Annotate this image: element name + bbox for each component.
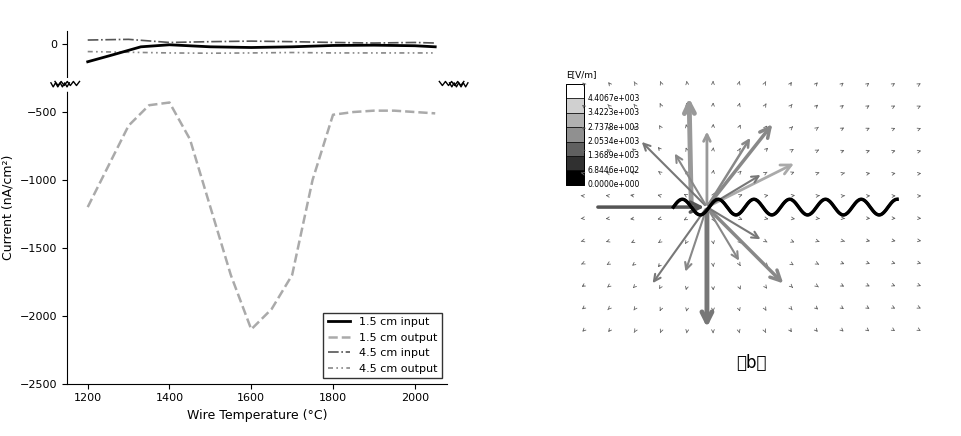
- 1.5 cm input: [328, 43, 339, 48]
- Bar: [566, 99, 584, 113]
- 4.5 cm output: [286, 50, 298, 55]
- 1.5 cm output: [409, 109, 421, 115]
- 4.5 cm input: [409, 40, 421, 45]
- Text: （b）: （b）: [736, 354, 767, 372]
- Text: 2.0534e+003: 2.0534e+003: [587, 137, 639, 146]
- 4.5 cm input: [430, 41, 441, 46]
- Bar: [450, 75, 482, 92]
- 1.5 cm output: [205, 204, 216, 210]
- Legend: 1.5 cm input, 1.5 cm output, 4.5 cm input, 4.5 cm output: 1.5 cm input, 1.5 cm output, 4.5 cm inpu…: [324, 313, 442, 378]
- 1.5 cm output: [82, 204, 93, 210]
- 1.5 cm input: [205, 44, 216, 49]
- 1.5 cm input: [245, 45, 257, 50]
- 4.5 cm output: [82, 49, 93, 54]
- Y-axis label: Current (nA/cm²): Current (nA/cm²): [2, 154, 14, 260]
- 1.5 cm output: [388, 108, 400, 113]
- Bar: [566, 127, 584, 142]
- 1.5 cm input: [286, 44, 298, 49]
- Bar: [566, 156, 584, 170]
- 4.5 cm input: [368, 41, 380, 46]
- 4.5 cm output: [368, 50, 380, 55]
- Line: 4.5 cm output: 4.5 cm output: [87, 51, 435, 53]
- Bar: [566, 170, 584, 185]
- 1.5 cm output: [328, 112, 339, 117]
- 1.5 cm output: [123, 123, 135, 128]
- Bar: [566, 84, 584, 99]
- 4.5 cm output: [163, 50, 175, 55]
- 1.5 cm input: [368, 43, 380, 48]
- 4.5 cm input: [245, 38, 257, 44]
- Bar: [566, 113, 584, 127]
- Bar: [566, 84, 584, 185]
- 1.5 cm output: [163, 100, 175, 105]
- 1.5 cm output: [103, 164, 114, 169]
- 4.5 cm input: [163, 40, 175, 45]
- X-axis label: Wire Temperature (°C): Wire Temperature (°C): [187, 409, 328, 422]
- Bar: [566, 142, 584, 156]
- Text: 4.4067e+003: 4.4067e+003: [587, 94, 640, 103]
- Text: 1.3689e+003: 1.3689e+003: [587, 151, 639, 160]
- 1.5 cm output: [348, 109, 359, 115]
- 1.5 cm input: [136, 44, 147, 49]
- 4.5 cm output: [123, 50, 135, 55]
- Text: 2.7378e+003: 2.7378e+003: [587, 123, 639, 132]
- 1.5 cm output: [266, 307, 278, 312]
- Text: E[V/m]: E[V/m]: [566, 71, 597, 80]
- 4.5 cm output: [328, 50, 339, 55]
- 4.5 cm output: [430, 50, 441, 55]
- Line: 4.5 cm input: 4.5 cm input: [87, 39, 435, 43]
- 4.5 cm input: [82, 37, 93, 43]
- 4.5 cm input: [205, 39, 216, 44]
- 4.5 cm input: [328, 40, 339, 45]
- Line: 1.5 cm input: 1.5 cm input: [87, 45, 435, 62]
- Text: 3.4223e+003: 3.4223e+003: [587, 108, 639, 117]
- 1.5 cm input: [430, 44, 441, 49]
- Text: 6.8446e+002: 6.8446e+002: [587, 166, 639, 175]
- 1.5 cm output: [430, 111, 441, 116]
- 4.5 cm input: [123, 37, 135, 42]
- 1.5 cm input: [409, 43, 421, 48]
- 4.5 cm output: [205, 51, 216, 56]
- 4.5 cm output: [409, 50, 421, 55]
- 1.5 cm output: [185, 136, 196, 142]
- 1.5 cm output: [245, 327, 257, 332]
- 1.5 cm input: [163, 42, 175, 48]
- 1.5 cm output: [225, 272, 236, 278]
- 1.5 cm output: [286, 272, 298, 278]
- 1.5 cm input: [82, 59, 93, 65]
- Text: 0.0000e+000: 0.0000e+000: [587, 180, 640, 189]
- 1.5 cm output: [368, 108, 380, 113]
- 4.5 cm output: [245, 50, 257, 55]
- 1.5 cm input: [107, 52, 118, 58]
- 1.5 cm output: [143, 102, 155, 108]
- 1.5 cm output: [307, 177, 318, 183]
- Line: 1.5 cm output: 1.5 cm output: [87, 102, 435, 329]
- Bar: [42, 75, 63, 92]
- 4.5 cm input: [286, 39, 298, 44]
